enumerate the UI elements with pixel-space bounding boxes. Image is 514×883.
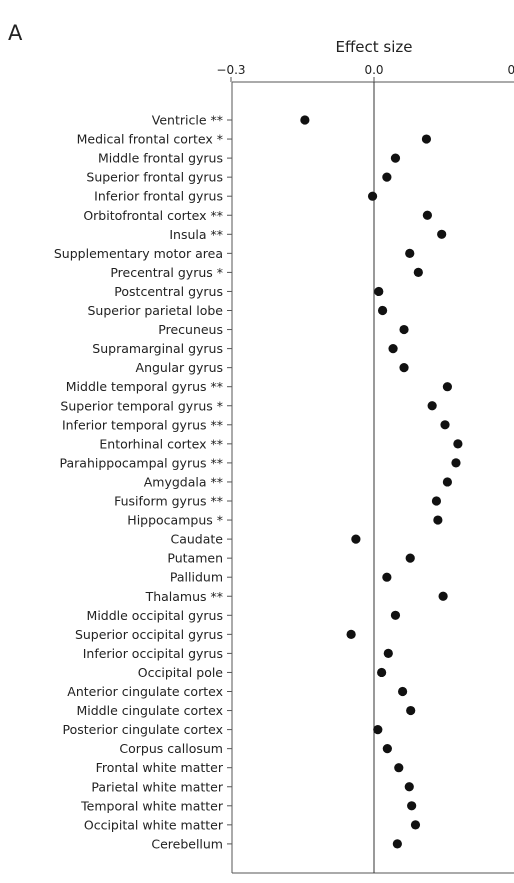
data-point	[388, 344, 398, 354]
category-label: Superior frontal gyrus	[86, 170, 223, 185]
data-point	[451, 458, 461, 468]
category-label: Thalamus **	[145, 589, 223, 604]
category-label: Ventricle **	[152, 113, 223, 128]
category-label: Inferior frontal gyrus	[94, 189, 223, 204]
category-label: Caudate	[171, 532, 224, 547]
data-point	[374, 286, 384, 297]
data-point	[398, 686, 408, 697]
data-point	[346, 629, 356, 639]
category-label: Precentral gyrus *	[110, 265, 223, 280]
category-label: Corpus callosum	[119, 741, 223, 756]
x-tick-label: 0.3	[507, 63, 514, 77]
category-label: Supplementary motor area	[54, 246, 223, 261]
category-label: Cerebellum	[151, 836, 223, 851]
category-label: Superior temporal gyrus *	[60, 398, 223, 413]
category-label: Fusiform gyrus **	[114, 494, 223, 509]
data-point	[367, 191, 378, 201]
category-label: Occipital white matter	[84, 817, 224, 832]
data-point	[394, 763, 404, 773]
data-point	[377, 667, 387, 678]
category-label: Frontal white matter	[96, 760, 224, 775]
category-label: Inferior temporal gyrus **	[62, 417, 223, 432]
category-label: Middle frontal gyrus	[98, 151, 223, 166]
data-point	[413, 267, 423, 277]
data-point	[300, 115, 310, 125]
data-point	[438, 591, 448, 601]
x-tick-label: −0.3	[216, 63, 245, 77]
data-point	[440, 420, 450, 430]
data-point	[406, 705, 416, 716]
data-point	[382, 572, 392, 582]
data-point	[421, 134, 432, 144]
data-point	[399, 324, 409, 335]
data-point	[390, 153, 401, 163]
category-label: Medical frontal cortex *	[77, 132, 223, 147]
data-point	[392, 839, 402, 849]
category-label: Angular gyrus	[136, 360, 223, 375]
axis-layer: −0.3 0.0 0.3	[216, 63, 514, 874]
category-label: Middle temporal gyrus **	[66, 379, 223, 394]
data-point	[427, 401, 437, 411]
category-label: Parahippocampal gyrus **	[60, 455, 223, 470]
category-label: Superior occipital gyrus	[75, 627, 223, 642]
data-point	[382, 744, 392, 754]
data-point	[442, 477, 453, 487]
x-tick-label: 0.0	[364, 63, 383, 77]
data-point	[422, 210, 432, 220]
category-label: Superior parietal lobe	[87, 303, 223, 318]
data-point	[399, 363, 409, 373]
data-point	[404, 782, 414, 792]
category-label: Postcentral gyrus	[114, 284, 223, 299]
category-label: Temporal white matter	[80, 798, 224, 813]
data-point	[407, 801, 417, 811]
data-point	[351, 534, 361, 544]
category-label: Amygdala **	[144, 474, 223, 489]
data-point	[410, 820, 421, 830]
category-label: Middle cingulate cortex	[76, 703, 223, 718]
category-labels: Ventricle ** Medical frontal cortex * Midd…	[54, 113, 224, 852]
category-label: Inferior occipital gyrus	[83, 646, 223, 661]
data-point	[382, 172, 392, 182]
category-label: Middle occipital gyrus	[87, 608, 223, 623]
data-points	[300, 115, 463, 849]
category-label: Anterior cingulate cortex	[67, 684, 223, 699]
category-label: Pallidum	[170, 570, 223, 585]
x-axis-title: Effect size	[335, 38, 412, 56]
data-point	[390, 610, 401, 620]
data-point	[437, 229, 447, 239]
data-point	[405, 248, 415, 258]
category-label: Parietal white matter	[91, 779, 223, 794]
category-label: Precuneus	[158, 322, 223, 337]
data-point	[431, 496, 442, 506]
data-point	[433, 515, 443, 525]
category-label: Occipital pole	[138, 665, 224, 680]
panel-label: A	[8, 21, 23, 45]
category-label: Supramarginal gyrus	[92, 341, 223, 356]
category-label: Hippocampus *	[127, 513, 223, 528]
data-point	[405, 553, 415, 563]
data-point	[442, 382, 453, 392]
category-label: Putamen	[167, 551, 223, 566]
category-label: Insula **	[169, 227, 223, 242]
category-label: Entorhinal cortex **	[99, 436, 223, 451]
data-point	[373, 725, 383, 735]
category-label: Orbitofrontal cortex **	[83, 208, 223, 223]
data-point	[377, 305, 388, 316]
data-point	[453, 439, 463, 449]
data-point	[383, 648, 393, 659]
category-label: Posterior cingulate cortex	[63, 722, 223, 737]
